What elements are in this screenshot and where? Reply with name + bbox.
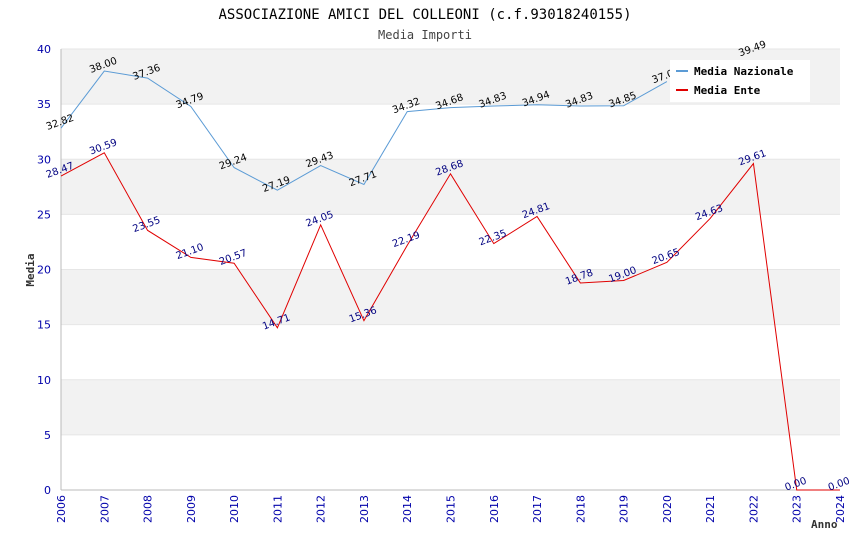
legend: Media Nazionale Media Ente — [670, 60, 810, 102]
y-tick-labels: 0 5 10 15 20 25 30 35 40 — [37, 43, 51, 497]
x-tick-label: 2009 — [185, 495, 198, 523]
chart-title: ASSOCIAZIONE AMICI DEL COLLEONI (c.f.930… — [218, 7, 631, 23]
x-axis-label: Anno — [811, 518, 838, 531]
legend-entry: Media Ente — [694, 84, 761, 97]
plot-background-bands — [61, 49, 840, 490]
x-tick-label: 2011 — [271, 495, 284, 523]
y-tick-label: 0 — [44, 484, 51, 497]
x-tick-labels: 2006 2007 2008 2009 2010 2011 2012 2013 2014 2015… — [55, 495, 847, 523]
x-tick-label: 2024 — [834, 495, 847, 523]
x-tick-label: 2010 — [228, 495, 241, 523]
x-tick-label: 2013 — [358, 495, 371, 523]
x-tick-label: 2020 — [661, 495, 674, 523]
x-tick-label: 2019 — [618, 495, 631, 523]
series-lines — [60, 55, 840, 491]
x-tick-label: 2007 — [98, 495, 111, 523]
legend-entry: Media Nazionale — [694, 65, 794, 78]
axes — [60, 49, 840, 491]
plot-band — [61, 269, 840, 325]
y-axis-label: Media — [24, 253, 37, 286]
plot-band — [61, 159, 840, 215]
x-tick-label: 2017 — [531, 495, 544, 523]
x-tick-label: 2022 — [747, 495, 760, 523]
legend-box — [670, 60, 810, 102]
plot-band — [61, 104, 840, 160]
y-tick-label: 10 — [37, 374, 51, 387]
x-tick-label: 2012 — [315, 495, 328, 523]
x-tick-label: 2015 — [445, 495, 458, 523]
x-tick-label: 2018 — [574, 495, 587, 523]
x-tick-label: 2021 — [704, 495, 717, 523]
plot-band — [61, 214, 840, 270]
x-tick-label: 2014 — [401, 495, 414, 523]
x-tick-label: 2006 — [55, 495, 68, 523]
x-tick-label: 2023 — [791, 495, 804, 523]
chart-subtitle: Media Importi — [378, 28, 472, 42]
x-tick-label: 2016 — [488, 495, 501, 523]
x-tick-label: 2008 — [142, 495, 155, 523]
y-tick-label: 15 — [37, 319, 51, 332]
y-tick-label: 40 — [37, 43, 51, 56]
y-tick-label: 5 — [44, 429, 51, 442]
series-line-media-ente — [60, 152, 840, 491]
y-tick-label: 25 — [37, 208, 51, 221]
y-tick-label: 30 — [37, 153, 51, 166]
plot-band — [61, 434, 840, 490]
y-tick-label: 35 — [37, 98, 51, 111]
plot-band — [61, 379, 840, 435]
y-tick-label: 20 — [37, 264, 51, 277]
plot-band — [61, 324, 840, 380]
